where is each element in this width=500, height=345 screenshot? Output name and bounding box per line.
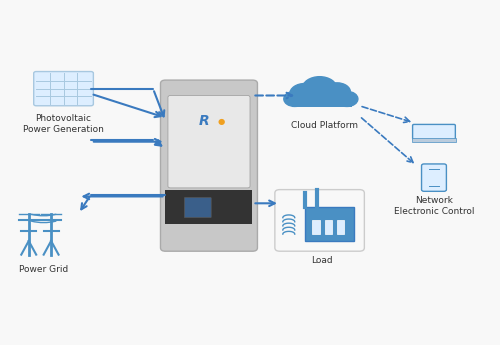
FancyBboxPatch shape — [295, 96, 352, 108]
Text: Network
Electronic Control: Network Electronic Control — [394, 196, 474, 216]
FancyBboxPatch shape — [337, 220, 344, 234]
FancyBboxPatch shape — [168, 96, 250, 188]
Circle shape — [290, 83, 320, 104]
FancyBboxPatch shape — [304, 207, 354, 241]
Text: ●: ● — [218, 117, 225, 126]
FancyBboxPatch shape — [312, 220, 320, 234]
Text: Load: Load — [312, 256, 333, 265]
Text: Photovoltaic
Power Generation: Photovoltaic Power Generation — [23, 114, 104, 134]
Circle shape — [302, 77, 337, 101]
Circle shape — [284, 91, 306, 107]
FancyBboxPatch shape — [34, 71, 94, 106]
FancyBboxPatch shape — [184, 197, 211, 218]
FancyBboxPatch shape — [412, 138, 457, 142]
FancyBboxPatch shape — [412, 125, 456, 139]
FancyBboxPatch shape — [422, 164, 446, 191]
Text: Cloud Platform: Cloud Platform — [291, 121, 358, 130]
FancyBboxPatch shape — [166, 190, 252, 224]
Circle shape — [324, 83, 350, 101]
Circle shape — [336, 91, 358, 107]
FancyBboxPatch shape — [160, 80, 258, 251]
FancyBboxPatch shape — [324, 220, 332, 234]
Text: Power Grid: Power Grid — [19, 265, 68, 274]
Text: R: R — [198, 114, 209, 128]
